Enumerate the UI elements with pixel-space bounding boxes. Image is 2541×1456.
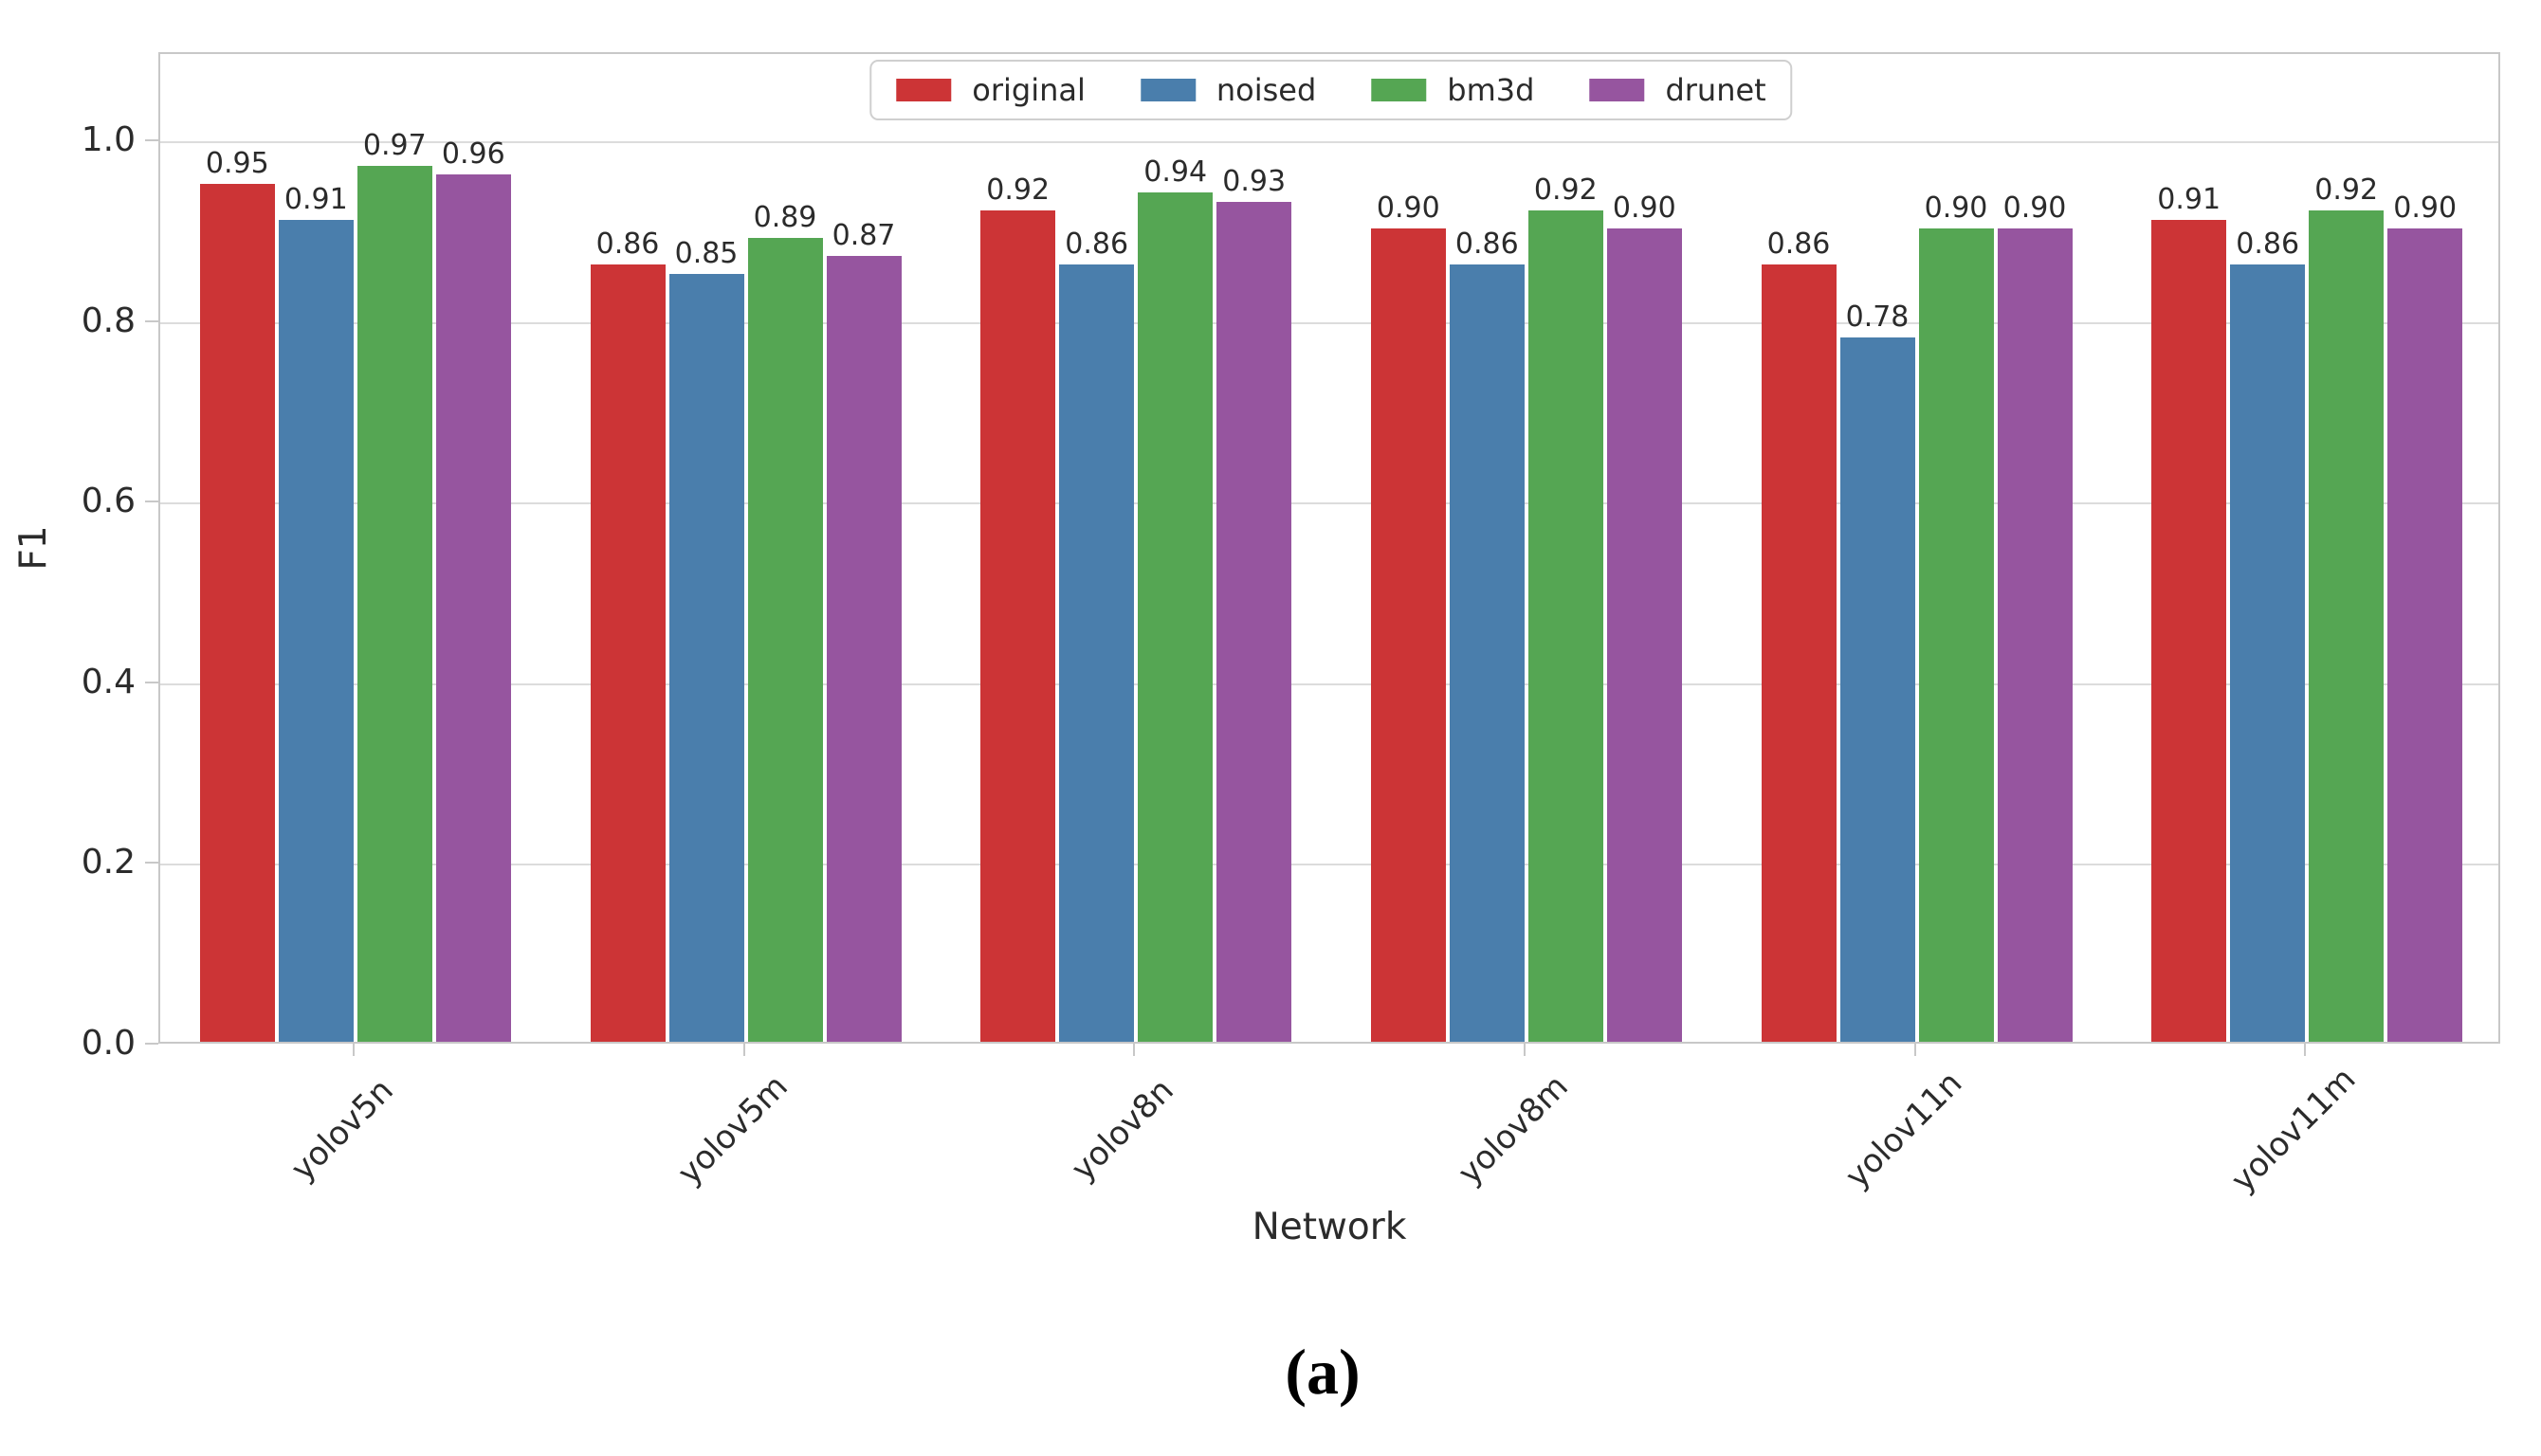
bar-value-label: 0.86 <box>2236 228 2300 262</box>
gridline-y-0.4 <box>160 682 2498 685</box>
gridline-y-0.8 <box>160 321 2498 324</box>
y-tick-label: 0.2 <box>81 843 136 883</box>
x-tick-mark <box>1913 1044 1916 1056</box>
bar-value-label: 0.90 <box>1376 191 1440 226</box>
legend-swatch-original <box>896 79 952 101</box>
bar-value-label: 0.95 <box>205 146 269 180</box>
bar-bm3d-yolov11m <box>2309 210 2385 1042</box>
bar-value-label: 0.86 <box>1454 228 1519 262</box>
x-tick-label-yolov11m: yolov11m <box>2223 1060 2364 1200</box>
bar-value-label: 0.85 <box>674 236 739 270</box>
bar-value-label: 0.89 <box>753 200 817 234</box>
legend-swatch-bm3d <box>1371 79 1427 101</box>
gridline-y-0.2 <box>160 864 2498 866</box>
bar-original-yolov11n <box>1761 264 1837 1042</box>
bar-noised-yolov11m <box>2230 264 2306 1042</box>
y-tick-label: 0.0 <box>81 1024 136 1063</box>
bar-noised-yolov5m <box>668 273 744 1042</box>
bar-value-label: 0.90 <box>2002 191 2067 226</box>
bar-bm3d-yolov8n <box>1138 192 1214 1042</box>
bar-value-label: 0.91 <box>283 182 348 216</box>
legend-swatch-drunet <box>1589 79 1645 101</box>
bar-value-label: 0.92 <box>986 173 1051 208</box>
bar-original-yolov8n <box>980 210 1056 1042</box>
bar-noised-yolov11n <box>1839 337 1915 1042</box>
bar-noised-yolov8n <box>1059 264 1135 1042</box>
bar-bm3d-yolov11n <box>1918 228 1994 1042</box>
bar-original-yolov5n <box>199 183 275 1042</box>
bar-drunet-yolov5n <box>435 174 511 1042</box>
y-tick-mark <box>145 139 158 141</box>
bar-value-label: 0.87 <box>832 218 896 252</box>
bar-value-label: 0.86 <box>1766 228 1831 262</box>
plot-area: 0.95 0.91 0.97 0.96 0.86 0.85 0.89 0.87 0.92 0.86… <box>158 52 2500 1044</box>
x-tick-label-yolov11n: yolov11n <box>1837 1064 1969 1196</box>
bar-value-label: 0.78 <box>1845 300 1910 334</box>
legend-label: original <box>972 72 1086 108</box>
bar-drunet-yolov11m <box>2387 228 2463 1042</box>
y-tick-label: 1.0 <box>81 120 136 159</box>
legend-label: noised <box>1216 72 1317 108</box>
x-tick-label-yolov5m: yolov5m <box>669 1067 795 1192</box>
bar-value-label: 0.92 <box>1533 173 1598 208</box>
legend-label: bm3d <box>1447 72 1535 108</box>
y-tick-label: 0.6 <box>81 482 136 521</box>
legend-item-noised: noised <box>1140 72 1317 108</box>
bar-original-yolov11m <box>2151 219 2227 1042</box>
bar-drunet-yolov11n <box>1997 228 2073 1042</box>
legend: original noised bm3d drunet <box>869 60 1793 120</box>
x-tick-mark <box>1133 1044 1136 1056</box>
bar-value-label: 0.90 <box>1924 191 1988 226</box>
legend-label: drunet <box>1665 72 1766 108</box>
bar-value-label: 0.86 <box>1065 228 1129 262</box>
bar-value-label: 0.97 <box>362 128 427 162</box>
x-tick-label-yolov8m: yolov8m <box>1451 1067 1576 1192</box>
bar-drunet-yolov8m <box>1606 228 1682 1042</box>
x-tick-label-yolov8n: yolov8n <box>1064 1071 1181 1189</box>
bar-value-label: 0.90 <box>1612 191 1676 226</box>
gridline-y-0.6 <box>160 502 2498 505</box>
gridline-y-1 <box>160 141 2498 143</box>
y-tick-mark <box>145 1043 158 1045</box>
bar-value-label: 0.92 <box>2314 173 2379 208</box>
legend-swatch-noised <box>1140 79 1196 101</box>
y-tick-mark <box>145 319 158 322</box>
y-tick-mark <box>145 681 158 683</box>
bar-value-label: 0.96 <box>441 137 505 172</box>
bar-bm3d-yolov5n <box>356 165 432 1042</box>
y-axis-title: F1 <box>12 525 56 571</box>
legend-item-drunet: drunet <box>1589 72 1766 108</box>
y-tick-label: 0.8 <box>81 300 136 340</box>
bar-value-label: 0.90 <box>2393 191 2458 226</box>
bar-drunet-yolov8n <box>1216 201 1292 1042</box>
bar-drunet-yolov5m <box>826 255 902 1042</box>
bar-value-label: 0.93 <box>1222 164 1287 198</box>
x-axis-title: Network <box>1252 1206 1407 1248</box>
bar-bm3d-yolov5m <box>747 237 823 1042</box>
figure-caption: (a) <box>1285 1336 1361 1408</box>
legend-item-bm3d: bm3d <box>1371 75 1534 105</box>
bar-value-label: 0.94 <box>1143 155 1208 190</box>
x-tick-mark <box>742 1044 745 1056</box>
y-tick-mark <box>145 500 158 503</box>
bar-noised-yolov5n <box>278 219 354 1042</box>
y-tick-mark <box>145 862 158 864</box>
x-tick-mark <box>2304 1044 2307 1056</box>
bar-value-label: 0.86 <box>595 228 660 262</box>
bar-original-yolov5m <box>590 264 666 1042</box>
bar-original-yolov8m <box>1370 228 1446 1042</box>
bar-bm3d-yolov8m <box>1527 210 1603 1042</box>
x-tick-label-yolov5n: yolov5n <box>283 1071 401 1189</box>
legend-item-original: original <box>896 75 1086 105</box>
bar-value-label: 0.91 <box>2157 182 2221 216</box>
y-tick-label: 0.4 <box>81 662 136 701</box>
x-tick-mark <box>1523 1044 1526 1056</box>
bar-noised-yolov8m <box>1449 264 1525 1042</box>
x-tick-mark <box>352 1044 355 1056</box>
